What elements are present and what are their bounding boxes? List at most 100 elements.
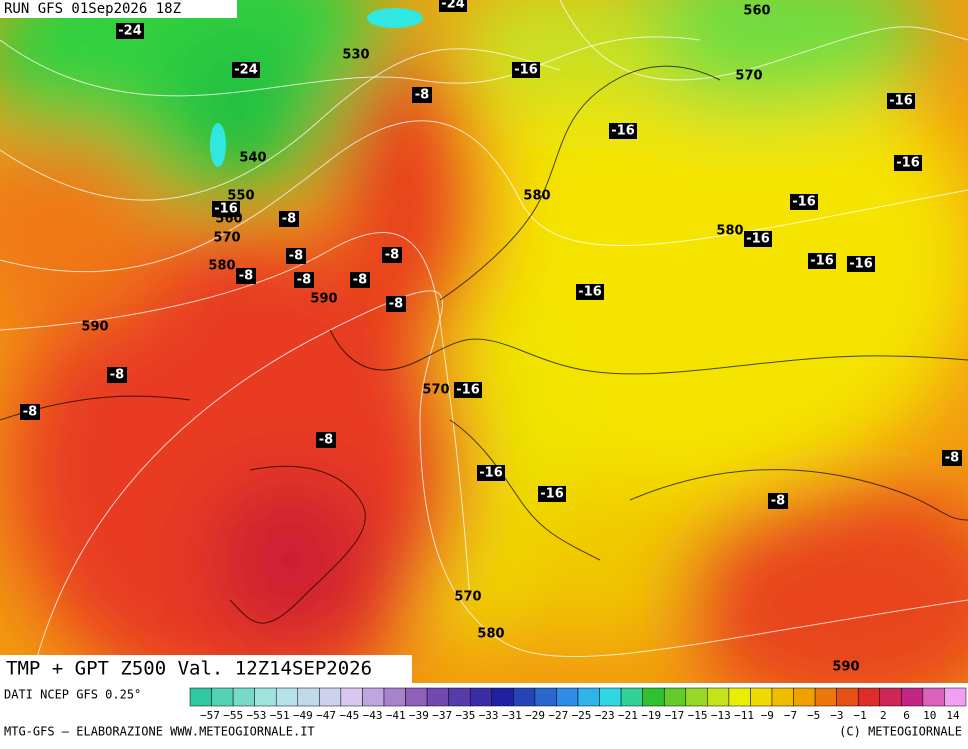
colorbar-label: −41	[386, 709, 406, 722]
height-label: 580	[523, 189, 550, 204]
temp-label: -16	[456, 383, 480, 398]
colorbar-label: −9	[761, 709, 774, 722]
temp-label: -8	[23, 405, 37, 420]
temp-label: -16	[849, 257, 873, 272]
temp-label: -16	[514, 63, 538, 78]
height-label: 550	[227, 189, 254, 204]
colorbar-label: 6	[903, 709, 910, 722]
temp-label-box	[316, 432, 336, 448]
height-label: 570	[422, 383, 449, 398]
colorbar-label: −53	[247, 709, 267, 722]
colorbar-label: −55	[223, 709, 243, 722]
colorbar-swatch	[814, 687, 837, 707]
temp-label: -24	[118, 24, 142, 39]
temp-label: -8	[110, 368, 124, 383]
temp-label-box	[790, 194, 818, 210]
colorbar-swatch	[922, 687, 945, 707]
colorbar-label: −19	[641, 709, 661, 722]
colorbar-swatch	[707, 687, 730, 707]
height-label: 590	[832, 660, 859, 675]
colorbar: −57 −55 −53 −51 −49 −47 −45 −43 −41 −39 −37 −35 −33−…	[189, 687, 967, 722]
colorbar-label: −35	[455, 709, 475, 722]
temp-label-box	[116, 23, 144, 39]
temp-label: -8	[239, 269, 253, 284]
temp-label-box	[512, 62, 540, 78]
run-info: RUN GFS 01Sep2026 18Z	[4, 1, 181, 17]
colorbar-swatch	[836, 687, 859, 707]
temp-label-box	[286, 248, 306, 264]
temp-label-box	[294, 272, 314, 288]
temp-label-box	[894, 155, 922, 171]
colorbar-swatch	[642, 687, 665, 707]
colorbar-swatch	[663, 687, 687, 707]
colorbar-swatch	[599, 687, 622, 707]
temp-label-box	[386, 296, 406, 312]
colorbar-label: −7	[784, 709, 797, 722]
copyright: (C) METEOGIORNALE	[839, 725, 962, 739]
temp-label-box	[477, 465, 505, 481]
temp-label: -16	[214, 202, 238, 217]
colorbar-label: −33	[479, 709, 499, 722]
colorbar-swatch	[728, 687, 751, 707]
colorbar-label: −13	[711, 709, 731, 722]
colorbar-label: −47	[316, 709, 336, 722]
temp-label: -8	[389, 297, 403, 312]
temp-label-box	[107, 367, 127, 383]
colorbar-label: −21	[618, 709, 638, 722]
colorbar-swatch	[211, 687, 234, 707]
height-label: 590	[310, 292, 337, 307]
colorbar-label: −23	[595, 709, 615, 722]
colorbar-label: −25	[572, 709, 592, 722]
colorbar-label: −57	[200, 709, 220, 722]
temp-label: -16	[746, 232, 770, 247]
temp-label: -8	[771, 494, 785, 509]
colorbar-swatch	[426, 687, 449, 707]
height-label: 570	[735, 69, 762, 84]
height-label: 530	[342, 48, 369, 63]
colorbar-label: −45	[339, 709, 359, 722]
temp-label-box	[538, 486, 566, 502]
height-label: 580	[208, 259, 235, 274]
colorbar-label: −49	[293, 709, 313, 722]
colorbar-swatch	[189, 687, 212, 707]
height-label: 560	[743, 4, 770, 19]
colorbar-swatch	[469, 687, 493, 707]
temp-label: -24	[234, 63, 258, 78]
temp-label: -16	[896, 156, 920, 171]
temp-label-box	[232, 62, 260, 78]
temp-label-box	[279, 211, 299, 227]
height-label: 570	[213, 231, 240, 246]
height-label: 570	[454, 590, 481, 605]
temp-label-box	[576, 284, 604, 300]
temp-label: -16	[578, 285, 602, 300]
temp-label-box	[20, 404, 40, 420]
colorbar-swatch	[362, 687, 385, 707]
temp-label: -16	[479, 466, 503, 481]
colorbar-label: 10	[923, 709, 936, 722]
colorbar-swatch	[319, 687, 342, 707]
colorbar-label: 14	[946, 709, 960, 722]
colorbar-swatch	[685, 687, 708, 707]
colorbar-swatch	[275, 687, 299, 707]
colorbar-swatch	[254, 687, 277, 707]
temp-label: -16	[810, 254, 834, 269]
temp-label-box	[454, 382, 482, 398]
colorbar-swatch	[857, 687, 881, 707]
colorbar-label: −31	[502, 709, 522, 722]
temp-label: -16	[792, 195, 816, 210]
temp-label-box	[236, 268, 256, 284]
temp-label: -8	[289, 249, 303, 264]
temp-label: -8	[319, 433, 333, 448]
temp-label-box	[212, 201, 240, 217]
temp-label: -8	[353, 273, 367, 288]
temp-label: -16	[611, 124, 635, 139]
colorbar-swatch	[556, 687, 579, 707]
height-label: 540	[239, 151, 266, 166]
colorbar-swatch	[232, 687, 255, 707]
source: DATI NCEP GFS 0.25°	[4, 688, 141, 702]
temp-label-box	[412, 87, 432, 103]
temp-label: -16	[889, 94, 913, 109]
colorbar-swatch	[534, 687, 557, 707]
colorbar-label: −51	[270, 709, 290, 722]
map-title: TMP + GPT Z500 Val. 12Z14SEP2026	[6, 658, 372, 680]
